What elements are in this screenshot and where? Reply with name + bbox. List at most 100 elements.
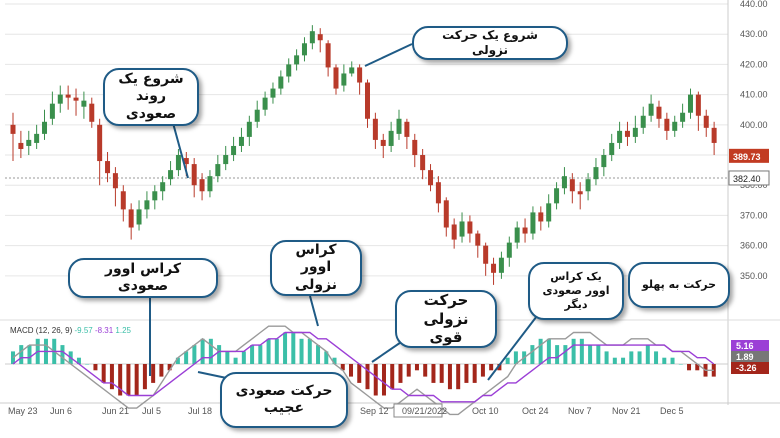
candle-body [372,118,378,140]
macd-histogram-bar [381,364,386,396]
macd-histogram-bar [118,364,123,396]
date-tick-label: Jun 6 [50,406,72,416]
candle-body [483,245,489,264]
last-price-label: 389.73 [733,152,761,162]
annotation-strange-bullish: حرکت صعودی عجیب [220,372,348,428]
candle-body [42,121,48,134]
date-tick-label: Nov 7 [568,406,592,416]
macd-histogram-bar [513,351,518,364]
candle-body [593,167,599,180]
candle-body [538,212,544,222]
date-tick-label: Jul 18 [188,406,212,416]
annotation-sideways: حرکت به پهلو [628,262,730,308]
date-tick-label: Oct 10 [472,406,499,416]
macd-badge-label: -3.26 [736,363,757,373]
candle-body [561,176,567,189]
candle-body [57,94,63,104]
candle-body [475,233,481,246]
candle-body [254,109,260,122]
candle-body [672,121,678,131]
annotation-strong-bearish: حرکت نزولی قوی [395,290,497,348]
candle-body [546,203,552,222]
annotation-arrow [309,295,319,327]
macd-histogram-bar [588,345,593,364]
candle-body [191,164,197,186]
macd-histogram-bar [612,357,617,364]
candle-body [396,118,402,134]
macd-histogram-bar [390,364,395,390]
candle-body [435,182,441,204]
macd-histogram-bar [258,345,263,364]
macd-histogram-bar [324,351,329,364]
price-tick-label: 420.00 [740,59,768,69]
price-tick-label: 430.00 [740,29,768,39]
macd-histogram-bar [365,364,370,390]
macd-histogram-bar [546,338,551,364]
candle-body [26,139,32,146]
candle-body [617,130,623,143]
candle-body [341,73,347,86]
macd-histogram-bar [266,338,271,364]
macd-histogram-bar [431,364,436,383]
candle-body [428,170,434,186]
candle-body [223,155,229,165]
macd-histogram-bar [654,351,659,364]
candle-body [459,221,465,237]
signal-value: -8.31 [94,326,114,335]
macd-histogram-bar [456,364,461,390]
candles [10,25,717,285]
macd-histogram-bar [60,345,65,364]
macd-histogram-bar [497,364,502,371]
date-tick-label: 09/21/2022 [402,406,447,416]
macd-histogram-bar [670,357,675,364]
macd-histogram-bar [538,338,543,364]
price-tick-label: 400.00 [740,120,768,130]
macd-histogram-bar [225,351,230,364]
macd-histogram-bar [398,364,403,383]
macd-histogram-bar [299,338,304,364]
macd-histogram-bar [423,364,428,377]
macd-histogram-bar [27,345,32,364]
macd-histogram-bar [184,351,189,364]
candle-body [491,263,497,273]
grid-lines [0,0,780,405]
macd-histogram-bar [134,364,139,396]
macd-histogram-bar [645,345,650,364]
macd-histogram-bar [629,351,634,364]
macd-histogram-bar [373,364,378,396]
macd-histogram-bar [555,345,560,364]
macd-histogram-bar [489,364,494,371]
candle-body [333,67,339,89]
candle-body [120,191,126,210]
macd-histogram-bar [283,332,288,364]
candle-body [554,188,560,204]
annotation-bearish-crossover: کراس اوور نزولی [270,240,362,296]
annotation-text: شروع یک حرکت نزولی [442,28,538,57]
candle-body [294,55,300,65]
candle-body [128,209,134,228]
macd-histogram-bar [349,364,354,377]
candle-body [278,76,284,89]
candle-body [160,182,166,192]
candle-body [695,94,701,116]
macd-histogram-bar [76,357,81,364]
hist-value: 1.25 [115,326,131,335]
candle-body [49,103,55,119]
annotation-arrow [487,311,541,381]
candle-body [144,200,150,210]
macd-line [12,325,714,416]
candle-body [443,200,449,228]
macd-histogram-bar [233,357,238,364]
candle-body [183,158,189,165]
candle-body [412,139,418,156]
signal-line [12,331,715,403]
candle-body [317,34,323,41]
candle-body [270,88,276,98]
price-tick-label: 350.00 [740,271,768,281]
candle-body [640,115,646,128]
macd-histogram-bar [250,345,255,364]
candle-body [175,155,181,171]
macd-histogram-bar [159,364,164,377]
macd-histogram-bar [662,357,667,364]
